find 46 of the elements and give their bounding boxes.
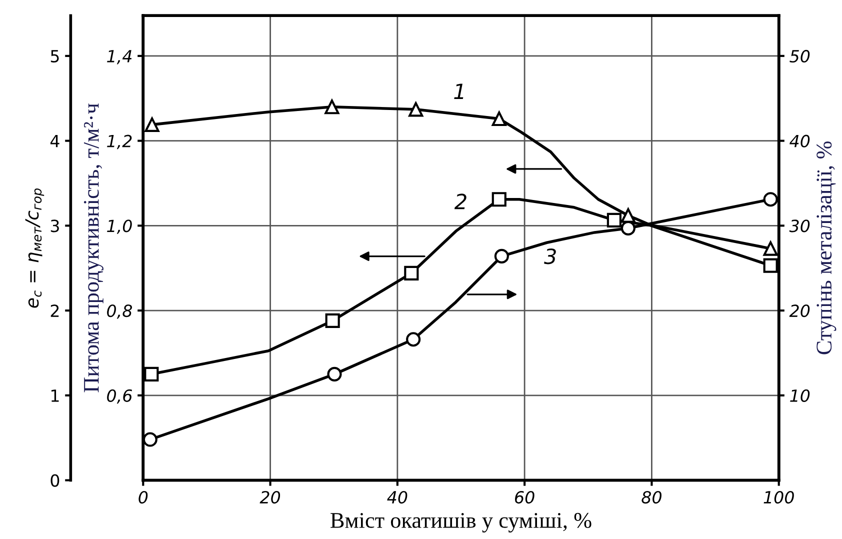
y3-tick-label: 3 [50,220,59,232]
y2-axis-title: Ступінь металізації, % [816,141,836,354]
y-tick-label: 1,4 [107,50,132,64]
x-tick-label: 40 [387,490,408,504]
y2-tick-label: 40 [790,134,810,148]
point [492,192,506,207]
point [144,366,159,382]
y-axis-title: Питома продуктивність, т/м²·ч [84,104,104,392]
y-tick-label: 0,6 [107,389,132,404]
point [144,117,160,132]
point [408,102,424,117]
y3-tick-label: 4 [50,134,60,148]
point [492,111,506,126]
x-tick-label: 20 [260,490,280,504]
y3-tick-label: 1 [51,390,59,402]
y3-tick-label: 0 [50,474,60,487]
point [763,192,778,207]
point [763,241,778,256]
y-tick-label: 0,8 [107,304,132,319]
y2-tick-label: 20 [789,304,810,318]
x-tick-label: 60 [515,490,534,504]
point [327,366,342,382]
y2-tick-label: 30 [789,220,810,232]
x-tick-label: 100 [764,490,794,504]
point [324,100,340,114]
y3-axis-title: e$_{c}$ = η$_{мет}$/c$_{гор}$ [25,188,44,308]
y2-tick-label: 50 [790,50,810,63]
y2-tick-label: 10 [790,389,810,402]
point [404,266,419,280]
annotation: 1 [454,84,464,99]
point [325,313,340,328]
x-tick-label: 80 [642,490,662,504]
point [494,248,509,264]
point [606,212,622,228]
y3-tick-label: 5 [50,50,59,63]
x-axis-title: Вміст окатишів у суміші, % [330,512,592,533]
y-tick-label: 1,0 [107,220,132,234]
point [620,220,636,236]
annotation: 3 [544,248,556,264]
point [763,258,778,273]
annotation: 2 [454,194,466,210]
point [143,432,158,447]
y-tick-label: 1,2 [107,134,132,150]
point [406,332,421,347]
x-tick-label: 0 [138,490,148,504]
y3-tick-label: 2 [50,304,59,317]
